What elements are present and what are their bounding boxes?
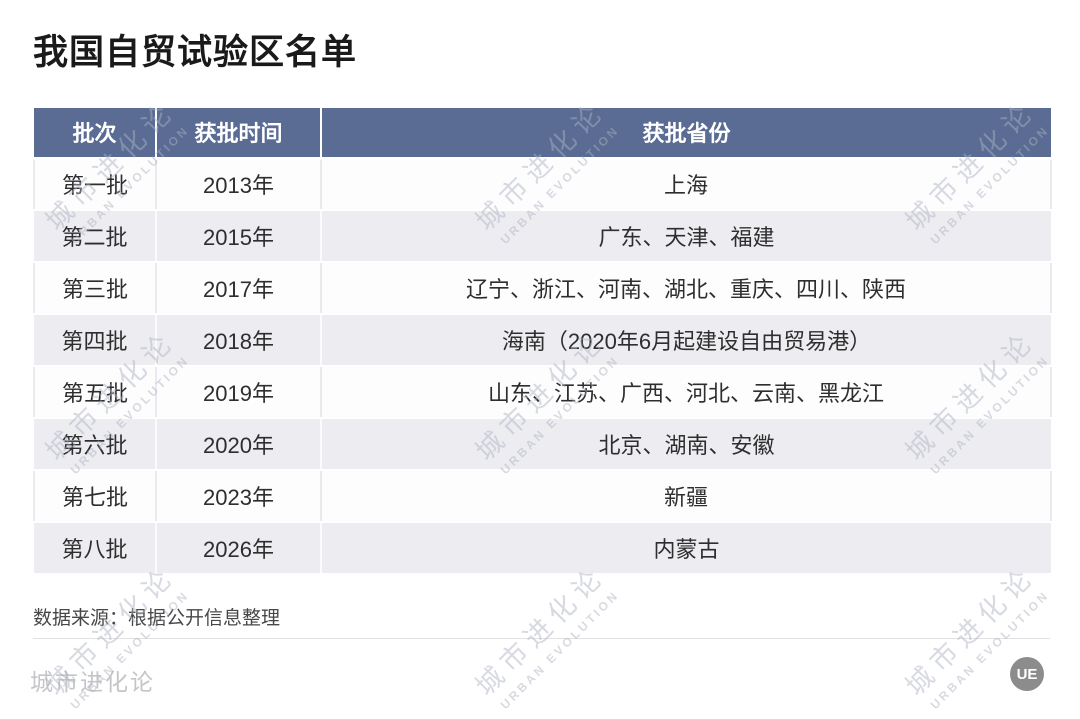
year-cell: 2020年 xyxy=(156,418,322,471)
page-title: 我国自贸试验区名单 xyxy=(33,33,358,72)
year-cell: 2026年 xyxy=(156,522,322,575)
provinces-cell: 辽宁、浙江、河南、湖北、重庆、四川、陕西 xyxy=(321,262,1052,315)
ftz-table: 批次 获批时间 获批省份 第一批 2013年 上海 第二批 2015年 广东、天… xyxy=(33,108,1052,575)
year-cell: 2018年 xyxy=(156,314,322,367)
provinces-cell: 上海 xyxy=(321,158,1052,211)
provinces-cell: 广东、天津、福建 xyxy=(321,210,1051,263)
year-cell: 2015年 xyxy=(156,210,322,263)
batch-cell: 第三批 xyxy=(33,262,157,315)
header-approved-provinces: 获批省份 xyxy=(321,108,1051,160)
provinces-cell: 海南（2020年6月起建设自由贸易港） xyxy=(321,314,1051,367)
provinces-cell: 山东、江苏、广西、河北、云南、黑龙江 xyxy=(321,366,1052,419)
batch-cell: 第七批 xyxy=(33,470,157,523)
table-row: 第七批 2023年 新疆 xyxy=(33,470,1052,523)
data-source-note: 数据来源：根据公开信息整理 xyxy=(33,608,281,629)
batch-cell: 第八批 xyxy=(34,522,157,575)
table-row: 第六批 2020年 北京、湖南、安徽 xyxy=(34,418,1051,471)
table-row: 第二批 2015年 广东、天津、福建 xyxy=(34,210,1051,263)
batch-cell: 第四批 xyxy=(34,314,157,367)
batch-cell: 第六批 xyxy=(34,418,157,471)
table-row: 第一批 2013年 上海 xyxy=(33,158,1052,211)
year-cell: 2023年 xyxy=(156,470,322,523)
brand-name: 城市进化论 xyxy=(30,669,155,695)
batch-cell: 第一批 xyxy=(33,158,157,211)
header-batch: 批次 xyxy=(34,108,157,160)
header-approval-time: 获批时间 xyxy=(156,108,322,160)
provinces-cell: 北京、湖南、安徽 xyxy=(321,418,1051,471)
table-row: 第四批 2018年 海南（2020年6月起建设自由贸易港） xyxy=(34,314,1051,367)
batch-cell: 第五批 xyxy=(33,366,157,419)
watermark: 城市进化论 URBAN EVOLUTION xyxy=(470,560,622,712)
table-row: 第八批 2026年 内蒙古 xyxy=(34,522,1051,575)
ue-logo-icon: UE xyxy=(1010,657,1044,691)
table-header-row: 批次 获批时间 获批省份 xyxy=(34,108,1051,160)
provinces-cell: 新疆 xyxy=(321,470,1052,523)
year-cell: 2017年 xyxy=(156,262,322,315)
provinces-cell: 内蒙古 xyxy=(321,522,1051,575)
table-row: 第五批 2019年 山东、江苏、广西、河北、云南、黑龙江 xyxy=(33,366,1052,419)
table-row: 第三批 2017年 辽宁、浙江、河南、湖北、重庆、四川、陕西 xyxy=(33,262,1052,315)
year-cell: 2019年 xyxy=(156,366,322,419)
year-cell: 2013年 xyxy=(156,158,322,211)
batch-cell: 第二批 xyxy=(34,210,157,263)
watermark: 城市进化论 URBAN EVOLUTION xyxy=(900,560,1052,712)
footer-divider xyxy=(33,638,1050,639)
